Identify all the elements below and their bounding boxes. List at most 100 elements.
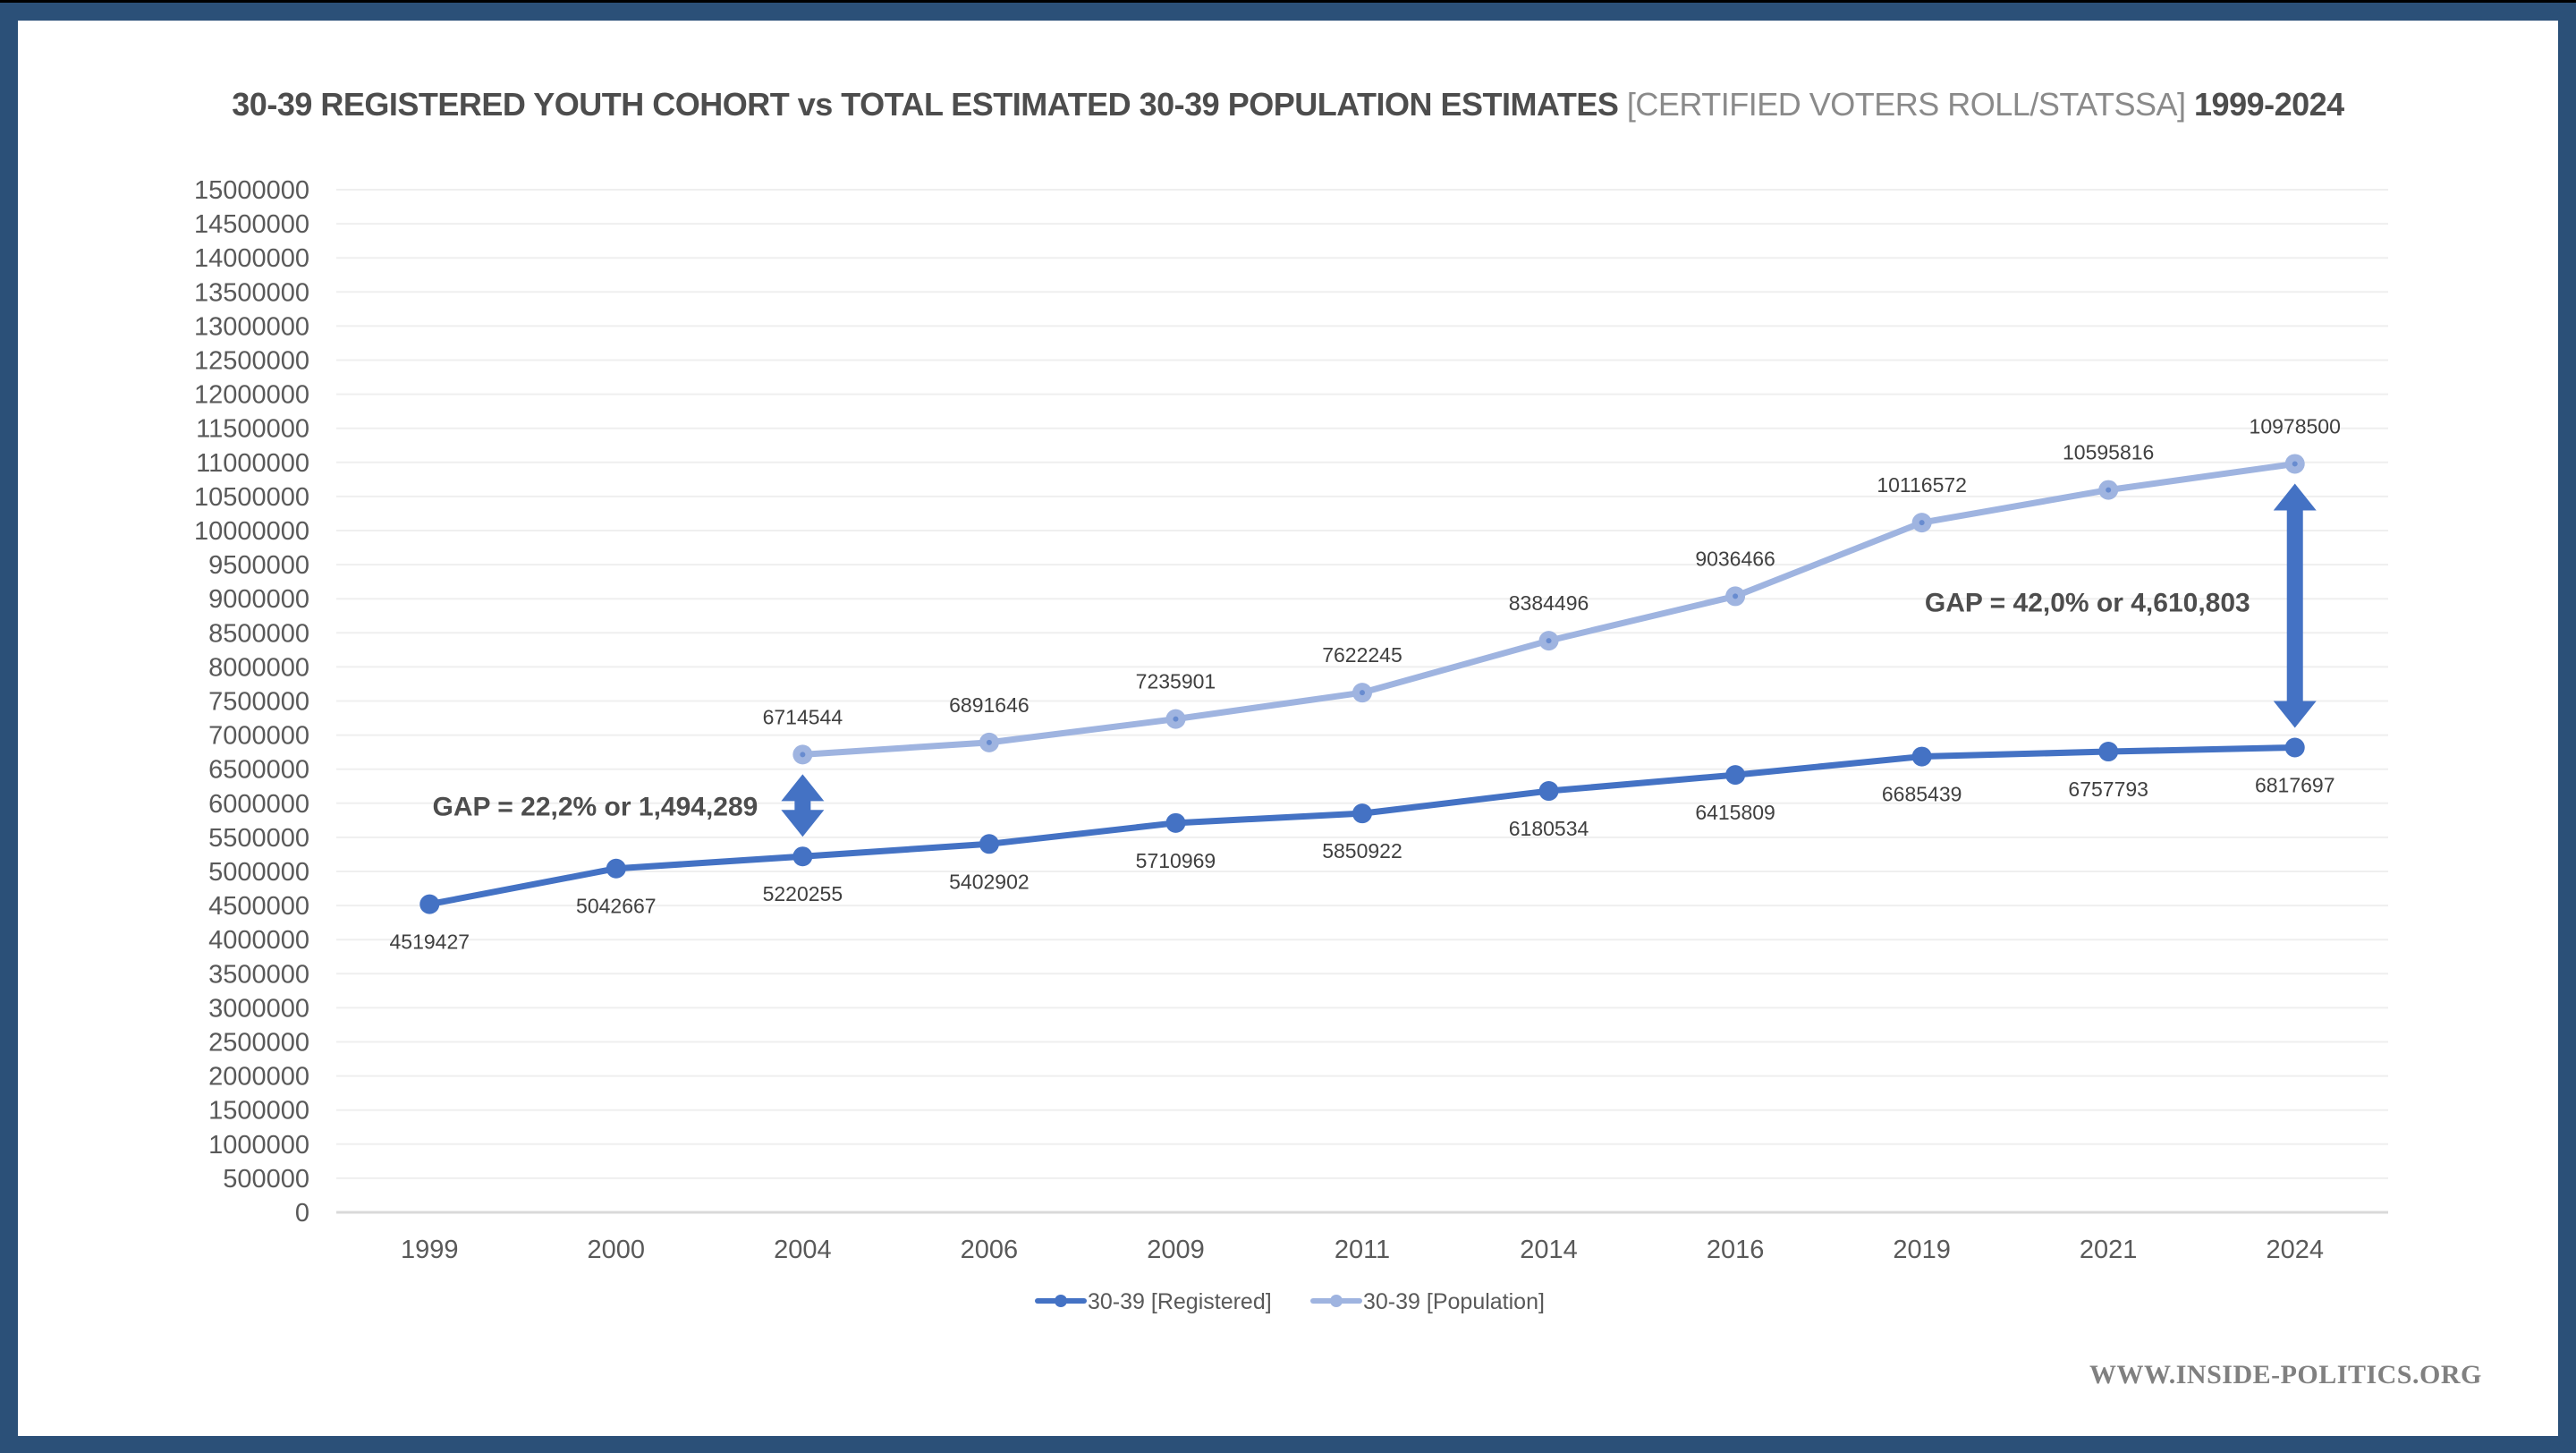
- data-point: [1352, 803, 1372, 824]
- data-label: 6817697: [2255, 773, 2335, 796]
- data-point: [419, 894, 440, 914]
- y-tick-label: 7000000: [208, 722, 309, 751]
- x-tick-label: 1999: [401, 1236, 459, 1264]
- y-tick-label: 8500000: [208, 619, 309, 648]
- data-point: [2284, 737, 2305, 758]
- legend-marker-icon: [1055, 1295, 1067, 1307]
- y-tick-label: 11500000: [196, 415, 309, 444]
- data-point: [2098, 742, 2119, 762]
- x-tick-label: 2024: [2266, 1236, 2324, 1264]
- y-tick-label: 6000000: [208, 790, 309, 819]
- legend-item: 30-39 [Registered]: [1035, 1289, 1272, 1314]
- data-label: 10595816: [2063, 441, 2154, 464]
- legend-label: 30-39 [Registered]: [1088, 1289, 1272, 1314]
- y-tick-label: 1500000: [208, 1097, 309, 1126]
- x-tick-label: 2011: [1335, 1236, 1390, 1264]
- data-point-center: [800, 752, 806, 758]
- y-tick-label: 6500000: [208, 756, 309, 785]
- chart-canvas: [18, 21, 2558, 1436]
- data-point: [1725, 765, 1746, 786]
- data-label: 6757793: [2068, 777, 2148, 801]
- data-label: 6415809: [1695, 801, 1775, 824]
- y-tick-label: 13000000: [194, 312, 309, 341]
- title-main: 30-39 REGISTERED YOUTH COHORT vs TOTAL E…: [232, 86, 1619, 123]
- x-tick-label: 2000: [588, 1236, 646, 1264]
- y-tick-label: 15000000: [194, 176, 309, 205]
- x-tick-label: 2016: [1707, 1236, 1765, 1264]
- data-label: 5402902: [949, 870, 1030, 893]
- y-tick-label: 10500000: [194, 483, 309, 512]
- data-label: 6685439: [1882, 783, 1962, 806]
- data-label: 9036466: [1695, 547, 1775, 570]
- data-label: 10116572: [1877, 473, 1967, 497]
- data-label: 7622245: [1322, 643, 1402, 667]
- data-point-center: [1919, 520, 1925, 526]
- y-tick-label: 0: [295, 1199, 309, 1228]
- y-tick-label: 5000000: [208, 858, 309, 887]
- data-point: [1911, 746, 1932, 767]
- x-tick-label: 2009: [1147, 1236, 1205, 1264]
- series-population: 6714544 6891646 7235901 7622245 8384496 90364…: [763, 414, 2341, 765]
- x-tick-label: 2014: [1520, 1236, 1578, 1264]
- data-point-center: [1173, 716, 1179, 722]
- chart-title: 30-39 REGISTERED YOUTH COHORT vs TOTAL E…: [0, 86, 2576, 123]
- data-label: 6714544: [763, 705, 843, 728]
- data-point-center: [1360, 690, 1365, 696]
- gap-arrow-icon: [2273, 483, 2317, 728]
- data-label: 5710969: [1136, 849, 1216, 872]
- y-tick-label: 2500000: [208, 1029, 309, 1058]
- y-tick-label: 9500000: [208, 551, 309, 580]
- y-tick-label: 3000000: [208, 994, 309, 1023]
- data-label: 4519427: [389, 930, 470, 954]
- y-tick-label: 1000000: [208, 1131, 309, 1160]
- data-label: 5042667: [576, 895, 657, 918]
- y-tick-label: 3500000: [208, 960, 309, 989]
- legend-marker-icon: [1330, 1295, 1343, 1307]
- gap-arrow-icon: [781, 774, 825, 837]
- data-label: 6891646: [949, 693, 1030, 717]
- x-tick-label: 2006: [961, 1236, 1019, 1264]
- data-point-center: [1733, 593, 1739, 599]
- x-tick-label: 2019: [1893, 1236, 1951, 1264]
- legend-label: 30-39 [Population]: [1363, 1289, 1545, 1314]
- y-tick-label: 12500000: [194, 347, 309, 376]
- x-tick-label: 2021: [2080, 1236, 2138, 1264]
- data-label: 10978500: [2250, 414, 2341, 438]
- data-point: [792, 846, 813, 867]
- y-tick-label: 14500000: [194, 210, 309, 239]
- data-point-center: [2106, 487, 2112, 493]
- x-tick-label: 2004: [774, 1236, 832, 1264]
- gap-annotation: GAP = 22,2% or 1,494,289: [433, 792, 758, 821]
- data-point-center: [1546, 638, 1552, 644]
- legend: 30-39 [Registered] 30-39 [Population]: [1035, 1289, 1545, 1314]
- data-label: 8384496: [1509, 591, 1589, 615]
- data-label: 7235901: [1136, 670, 1216, 693]
- y-tick-label: 500000: [223, 1165, 309, 1194]
- series-registered: 4519427 5042667 5220255 5402902 5710969 58509…: [389, 737, 2335, 954]
- series-group: 6714544 6891646 7235901 7622245 8384496 90364…: [389, 414, 2340, 953]
- y-tick-label: 5500000: [208, 824, 309, 853]
- legend-item: 30-39 [Population]: [1310, 1289, 1545, 1314]
- data-point-center: [986, 739, 992, 745]
- series-line: [426, 743, 2299, 908]
- y-tick-label: 9000000: [208, 585, 309, 614]
- y-tick-label: 13500000: [194, 278, 309, 307]
- title-years: 1999-2024: [2194, 86, 2344, 123]
- y-tick-label: 8000000: [208, 653, 309, 682]
- gap-annotation: GAP = 42,0% or 4,610,803: [1925, 588, 2250, 617]
- y-tick-label: 4000000: [208, 926, 309, 955]
- watermark: WWW.INSIDE-POLITICS.ORG: [2089, 1360, 2482, 1389]
- y-tick-label: 2000000: [208, 1063, 309, 1092]
- annotations: GAP = 22,2% or 1,494,289 GAP = 42,0% or 4…: [433, 483, 2317, 837]
- y-tick-label: 11000000: [196, 449, 309, 478]
- data-point-center: [2292, 461, 2298, 467]
- y-tick-label: 12000000: [194, 381, 309, 410]
- data-point: [606, 858, 626, 879]
- data-point: [1165, 812, 1186, 833]
- y-tick-label: 14000000: [194, 244, 309, 273]
- data-label: 6180534: [1509, 817, 1589, 840]
- data-label: 5850922: [1322, 839, 1402, 862]
- y-tick-label: 10000000: [194, 517, 309, 546]
- y-tick-label: 7500000: [208, 688, 309, 717]
